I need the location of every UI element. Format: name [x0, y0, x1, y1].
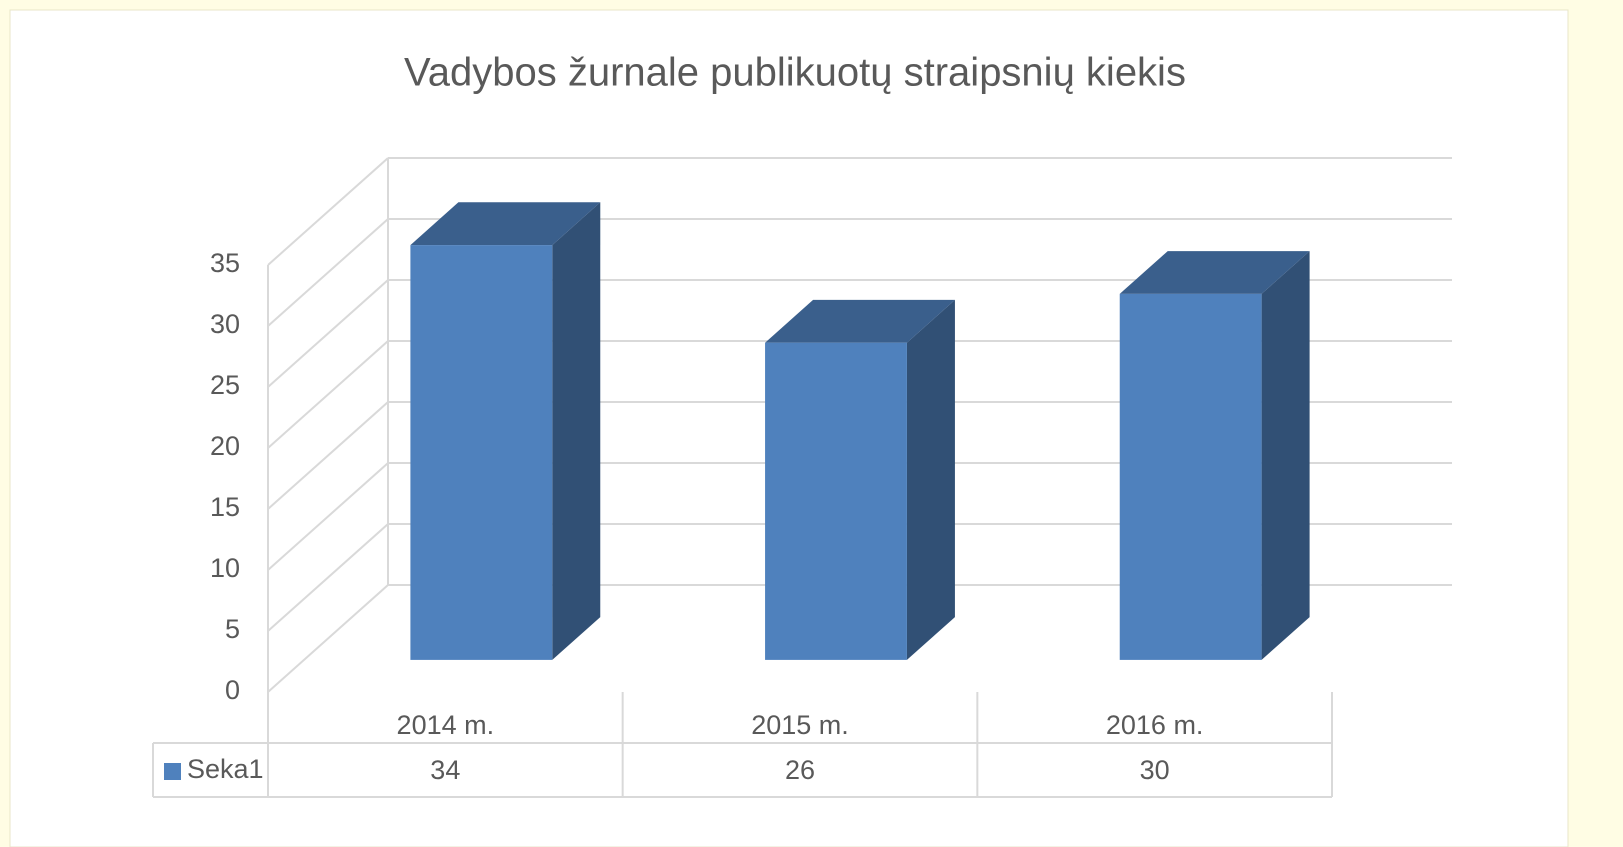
y-tick-label: 35: [210, 248, 240, 278]
grid-line-side: [267, 523, 389, 632]
grid-line-side: [267, 157, 389, 266]
grid-line-side: [267, 340, 389, 449]
table-value: 30: [1140, 755, 1170, 785]
table-value: 34: [430, 755, 460, 785]
y-tick-label: 20: [210, 431, 240, 461]
y-tick-label: 5: [225, 614, 240, 644]
y-tick-label: 25: [210, 370, 240, 400]
x-tick-label: 2014 m.: [397, 710, 495, 740]
grid-line-side: [267, 462, 389, 571]
legend-swatch: [164, 763, 181, 780]
y-tick-label: 0: [225, 675, 240, 705]
bar-side: [1261, 251, 1310, 660]
bar: [1119, 293, 1262, 660]
bar-top: [410, 202, 601, 246]
bar: [410, 245, 553, 660]
chart-title: Vadybos žurnale publikuotų straipsnių ki…: [404, 51, 1186, 95]
x-tick-label: 2016 m.: [1106, 710, 1204, 740]
grid-line-side: [267, 218, 389, 327]
bar: [765, 342, 907, 660]
table-value: 26: [785, 755, 815, 785]
bar-top: [765, 299, 955, 343]
legend-label: Seka1: [187, 754, 264, 784]
y-tick-label: 10: [210, 553, 240, 583]
y-tick-label: 30: [210, 309, 240, 339]
bar-top: [1119, 251, 1310, 294]
y-tick-label: 15: [210, 492, 240, 522]
x-tick-label: 2015 m.: [751, 710, 849, 740]
grid-line-side: [267, 584, 389, 693]
grid-line-side: [267, 401, 389, 510]
grid-line-side: [267, 279, 389, 388]
bar-side: [552, 202, 601, 660]
bar-side: [906, 299, 955, 660]
